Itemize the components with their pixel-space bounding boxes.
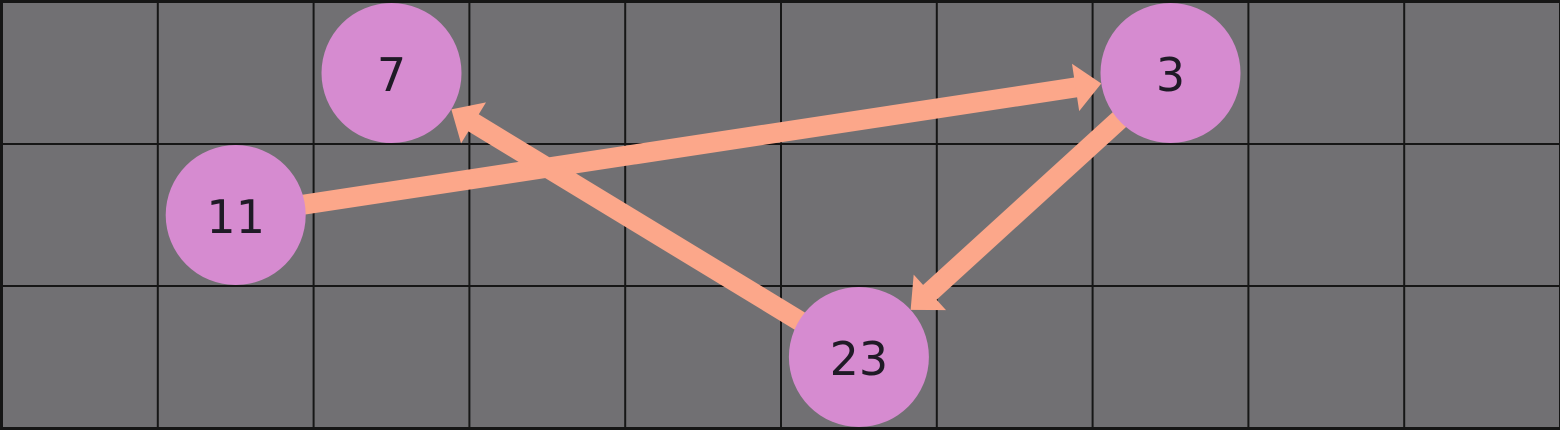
arrow-shaft — [921, 108, 1130, 302]
node-11: 11 — [165, 145, 306, 285]
node-circle — [165, 145, 306, 285]
node-label: 7 — [377, 48, 406, 102]
node-label: 23 — [830, 332, 889, 386]
edge-arrow-n11-to-n3 — [297, 63, 1102, 216]
arrow-shaft — [297, 77, 1080, 216]
edge-arrow-n23-to-n7 — [451, 102, 810, 333]
node-3: 3 — [1100, 3, 1241, 143]
node-circle — [321, 3, 462, 143]
node-label: 3 — [1156, 48, 1185, 102]
edge-arrow-n3-to-n23 — [910, 108, 1130, 311]
node-7: 7 — [321, 3, 462, 143]
arrow-head — [910, 274, 947, 311]
node-circle — [1100, 3, 1241, 143]
arrow-head — [451, 102, 487, 144]
arrow-head — [1071, 63, 1102, 112]
node-label: 11 — [206, 190, 265, 244]
edge-layer — [297, 63, 1130, 333]
arrow-shaft — [466, 113, 810, 333]
node-circle — [788, 287, 929, 427]
node-23: 23 — [788, 287, 929, 427]
node-layer: 7 3 11 23 — [165, 3, 1241, 427]
